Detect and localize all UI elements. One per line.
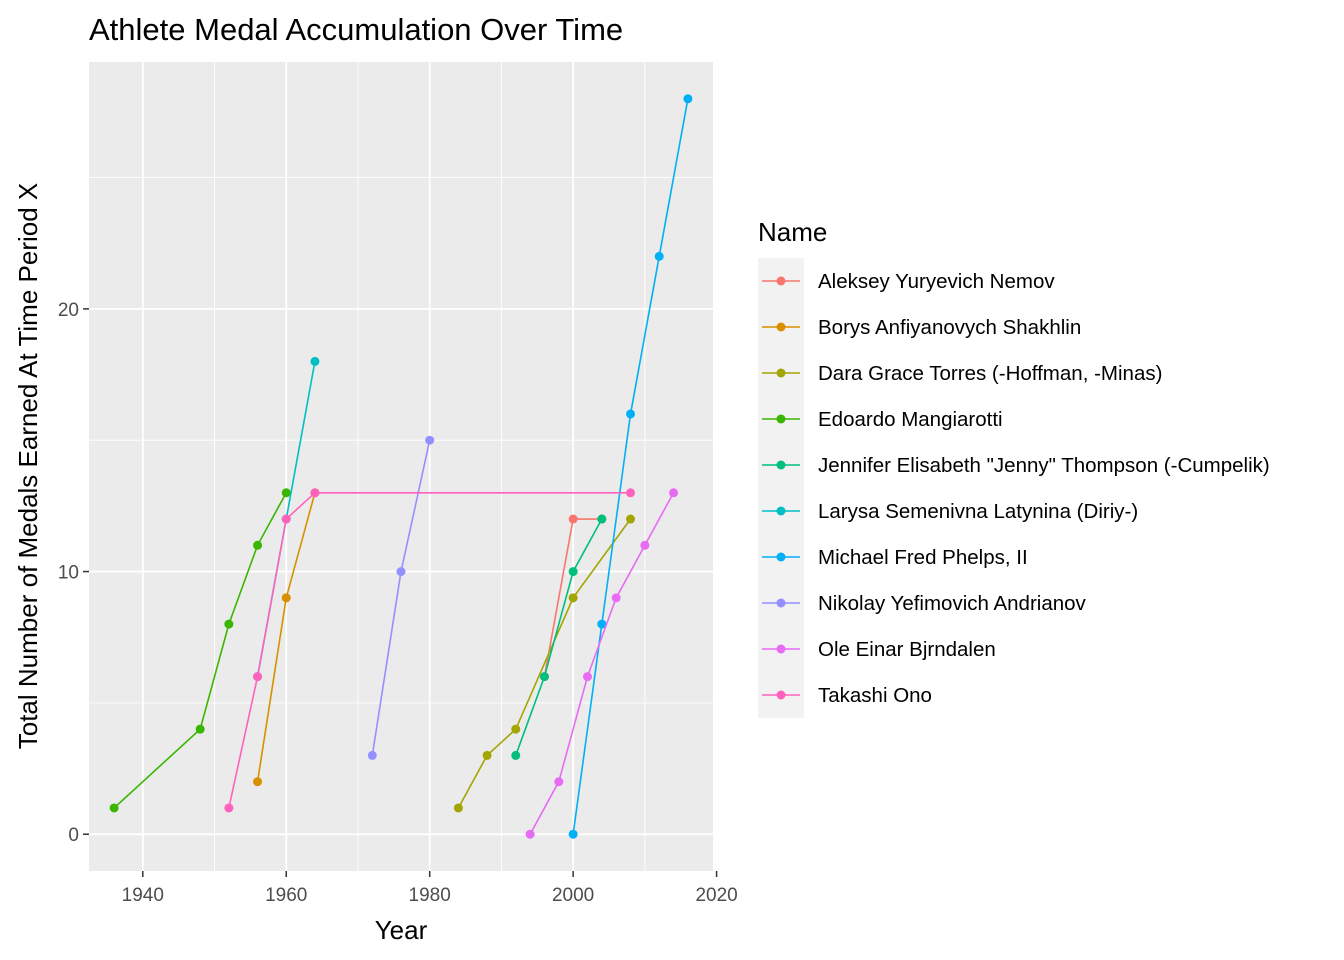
data-point bbox=[310, 488, 320, 498]
legend-item: Michael Fred Phelps, II bbox=[762, 546, 1028, 569]
data-point bbox=[253, 540, 263, 550]
legend-title: Name bbox=[758, 217, 827, 247]
data-point bbox=[224, 619, 234, 629]
series-ole-einar-bjrndalen bbox=[525, 488, 679, 839]
legend-key-point bbox=[776, 276, 786, 286]
data-point bbox=[253, 672, 263, 682]
data-point bbox=[568, 593, 578, 603]
legend-label: Borys Anfiyanovych Shakhlin bbox=[818, 316, 1081, 339]
data-point bbox=[683, 94, 693, 104]
data-point bbox=[511, 724, 521, 734]
legend-item: Ole Einar Bjrndalen bbox=[762, 638, 996, 661]
data-point bbox=[568, 567, 578, 577]
series-michael-fred-phelps-ii bbox=[568, 94, 693, 839]
series-line bbox=[529, 492, 675, 835]
series-nikolay-yefimovich-andrianov bbox=[367, 435, 435, 760]
legend-item: Edoardo Mangiarotti bbox=[762, 408, 1003, 431]
data-point bbox=[367, 750, 377, 760]
legend-key-point bbox=[776, 506, 786, 516]
major-gridlines bbox=[89, 62, 713, 871]
data-point bbox=[511, 750, 521, 760]
data-point bbox=[626, 409, 636, 419]
series-edoardo-mangiarotti bbox=[109, 488, 291, 813]
data-point bbox=[554, 777, 564, 787]
series-dara-grace-torres-hoffman-minas bbox=[453, 514, 636, 813]
y-axis-title: Total Number of Medals Earned At Time Pe… bbox=[13, 183, 43, 750]
chart-title: Athlete Medal Accumulation Over Time bbox=[89, 12, 623, 47]
legend-label: Takashi Ono bbox=[818, 684, 932, 707]
x-axis-tick-labels: 1940 1960 1980 2000 2020 bbox=[122, 885, 738, 906]
data-point bbox=[611, 593, 621, 603]
legend-item: Borys Anfiyanovych Shakhlin bbox=[762, 316, 1081, 339]
legend-key-point bbox=[776, 368, 786, 378]
x-tick-label: 1980 bbox=[409, 885, 451, 906]
legend-item: Jennifer Elisabeth "Jenny" Thompson (-Cu… bbox=[762, 454, 1270, 477]
data-point bbox=[425, 435, 435, 445]
y-tick-label: 20 bbox=[58, 300, 79, 321]
legend-label: Dara Grace Torres (-Hoffman, -Minas) bbox=[818, 362, 1162, 385]
legend-key-point bbox=[776, 322, 786, 332]
data-point bbox=[597, 514, 607, 524]
data-point bbox=[253, 777, 263, 787]
x-tick-label: 2020 bbox=[695, 885, 737, 906]
y-tick-label: 10 bbox=[58, 563, 79, 584]
legend-label: Edoardo Mangiarotti bbox=[818, 408, 1003, 431]
x-tick-label: 1940 bbox=[122, 885, 164, 906]
data-point bbox=[224, 803, 234, 813]
data-point bbox=[597, 619, 607, 629]
data-point bbox=[482, 750, 492, 760]
series-takashi-ono bbox=[224, 488, 636, 813]
legend-key-point bbox=[776, 690, 786, 700]
data-point bbox=[626, 514, 636, 524]
legend-label: Larysa Semenivna Latynina (Diriy-) bbox=[818, 500, 1138, 523]
plot-panel bbox=[89, 62, 713, 871]
legend-item: Dara Grace Torres (-Hoffman, -Minas) bbox=[762, 362, 1162, 385]
legend: Aleksey Yuryevich Nemov Borys Anfiyanovyc… bbox=[758, 258, 1270, 718]
series-jennifer-elisabeth-jenny-thompson-cumpelik bbox=[511, 514, 607, 760]
legend-label: Michael Fred Phelps, II bbox=[818, 546, 1028, 569]
data-point bbox=[396, 567, 406, 577]
y-axis-tick-labels: 0 10 20 bbox=[58, 300, 79, 846]
y-tick-label: 0 bbox=[68, 825, 79, 846]
x-tick-label: 2000 bbox=[552, 885, 594, 906]
data-point bbox=[654, 251, 664, 261]
data-point bbox=[453, 803, 463, 813]
data-point bbox=[281, 514, 291, 524]
data-point bbox=[640, 540, 650, 550]
legend-key-background bbox=[758, 258, 804, 718]
minor-gridlines bbox=[89, 62, 713, 871]
data-point bbox=[568, 829, 578, 839]
data-point bbox=[626, 488, 636, 498]
series-layer bbox=[109, 94, 693, 839]
legend-key-point bbox=[776, 460, 786, 470]
data-point bbox=[281, 593, 291, 603]
legend-label: Aleksey Yuryevich Nemov bbox=[818, 270, 1055, 293]
legend-key-point bbox=[776, 598, 786, 608]
legend-key-point bbox=[776, 552, 786, 562]
legend-item: Takashi Ono bbox=[762, 684, 932, 707]
legend-key-point bbox=[776, 414, 786, 424]
legend-key-point bbox=[776, 644, 786, 654]
axis-ticks bbox=[83, 308, 718, 877]
x-axis-title: Year bbox=[375, 915, 428, 945]
legend-label: Ole Einar Bjrndalen bbox=[818, 638, 996, 661]
legend-item: Aleksey Yuryevich Nemov bbox=[762, 270, 1055, 293]
data-point bbox=[582, 672, 592, 682]
data-point bbox=[310, 356, 320, 366]
data-point bbox=[568, 514, 578, 524]
legend-label: Nikolay Yefimovich Andrianov bbox=[818, 592, 1087, 615]
legend-item: Larysa Semenivna Latynina (Diriy-) bbox=[762, 500, 1138, 523]
data-point bbox=[195, 724, 205, 734]
data-point bbox=[109, 803, 119, 813]
x-tick-label: 1960 bbox=[265, 885, 307, 906]
data-point bbox=[281, 488, 291, 498]
legend-item: Nikolay Yefimovich Andrianov bbox=[762, 592, 1087, 615]
data-point bbox=[669, 488, 679, 498]
series-line bbox=[515, 518, 603, 756]
legend-label: Jennifer Elisabeth "Jenny" Thompson (-Cu… bbox=[818, 454, 1270, 477]
data-point bbox=[525, 829, 535, 839]
data-point bbox=[539, 672, 549, 682]
